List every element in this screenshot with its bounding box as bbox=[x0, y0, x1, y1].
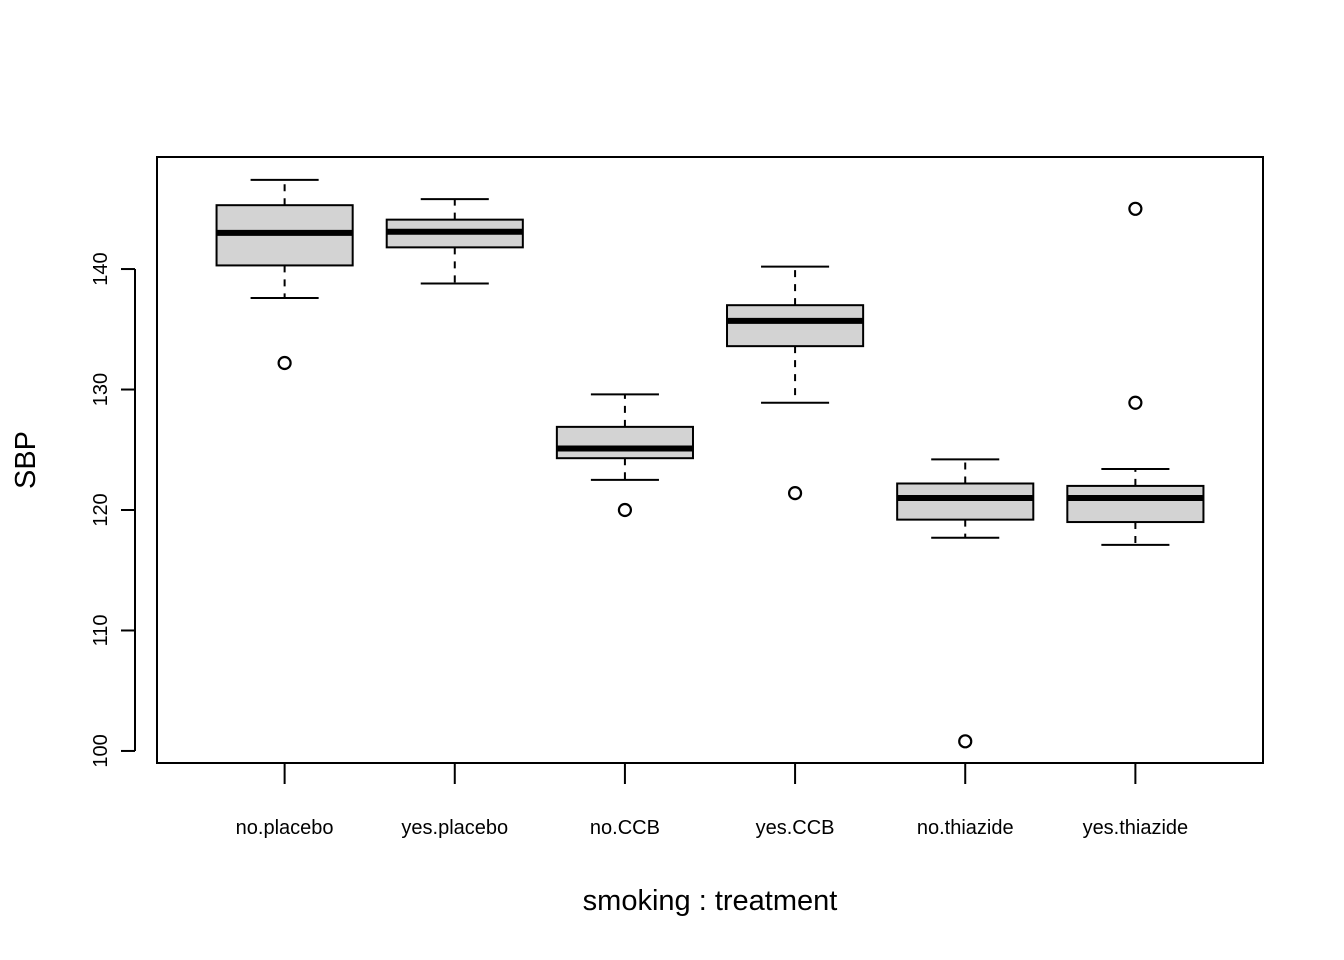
box-group bbox=[215, 178, 354, 371]
x-tick-label: no.thiazide bbox=[917, 817, 1014, 839]
y-tick-label: 130 bbox=[90, 373, 112, 406]
outlier-point bbox=[787, 486, 803, 501]
box-group bbox=[555, 393, 694, 518]
box-group bbox=[1066, 201, 1205, 546]
y-tick-label: 140 bbox=[90, 252, 112, 285]
x-tick-label: no.CCB bbox=[590, 817, 660, 839]
y-axis-title: SBP bbox=[10, 431, 42, 489]
box-group bbox=[896, 458, 1035, 749]
x-tick-label: yes.CCB bbox=[756, 817, 835, 839]
outlier-point bbox=[958, 734, 973, 749]
x-tick-label: yes.thiazide bbox=[1083, 817, 1189, 839]
outlier-point bbox=[617, 502, 633, 518]
iqr-box bbox=[896, 482, 1035, 521]
y-axis: 100 110 120 130 140 bbox=[90, 252, 136, 768]
x-axis: no.placebo yes.placebo no.CCB yes.CCB no.thi… bbox=[236, 762, 1189, 839]
y-tick-label: 100 bbox=[90, 734, 112, 767]
x-axis-title: smoking : treatment bbox=[583, 885, 838, 917]
x-tick-label: yes.placebo bbox=[401, 817, 508, 839]
y-tick-label: 110 bbox=[90, 615, 112, 647]
x-tick-label: no.placebo bbox=[236, 817, 334, 839]
outlier-point bbox=[1128, 201, 1143, 216]
iqr-box bbox=[726, 304, 865, 348]
y-tick-label: 120 bbox=[90, 493, 112, 526]
box-group bbox=[385, 198, 524, 285]
outlier-point bbox=[1128, 395, 1143, 410]
box-series bbox=[215, 178, 1205, 749]
box-group bbox=[726, 265, 865, 501]
iqr-box bbox=[555, 425, 694, 460]
iqr-box bbox=[1066, 484, 1205, 524]
outlier-point bbox=[277, 355, 292, 371]
